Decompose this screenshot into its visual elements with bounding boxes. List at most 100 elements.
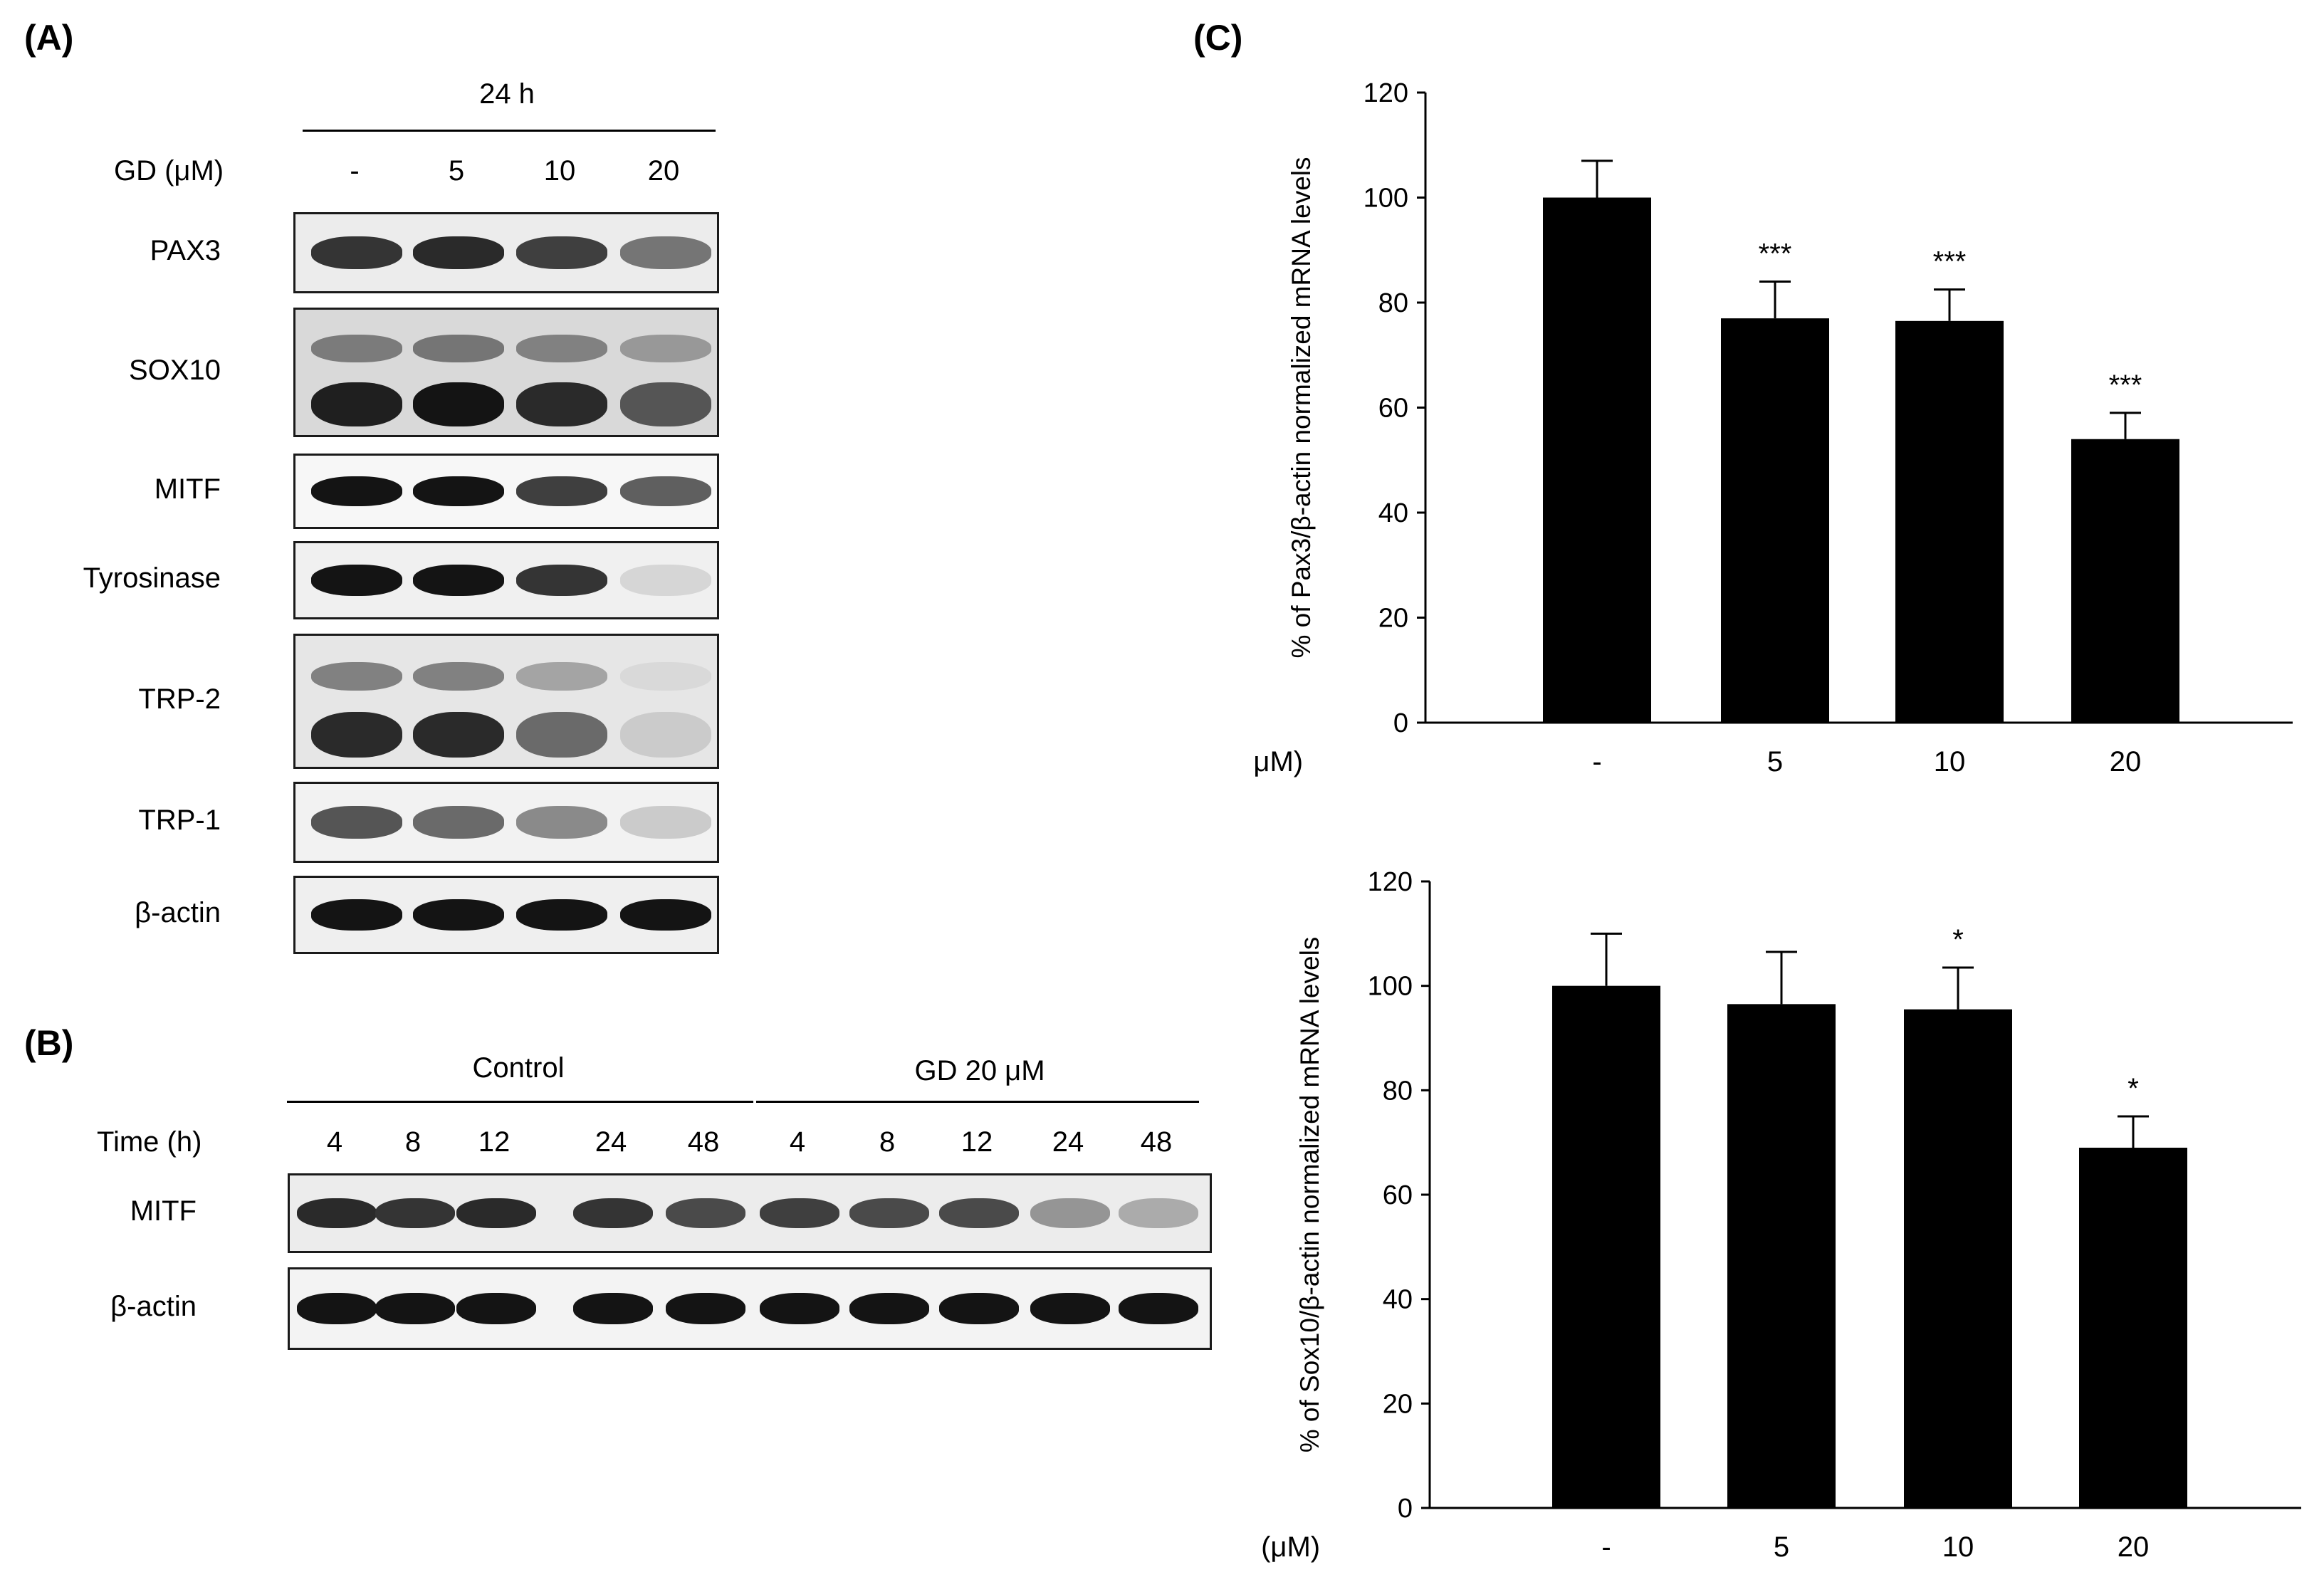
sox10-bar-chart: 0 20 40 60 80 100 120 % of Sox10/β-actin normal… — [1253, 867, 2301, 1563]
y-tick-label: 40 — [1383, 1285, 1413, 1315]
blot-band — [413, 899, 504, 931]
blot-band — [311, 899, 402, 931]
blot-image — [293, 634, 719, 769]
blot-band — [666, 1293, 745, 1324]
blot-image — [293, 876, 719, 954]
bar — [1552, 985, 1660, 1508]
x-axis-label: GD (μM) — [1253, 1531, 1320, 1563]
blot-band — [939, 1198, 1019, 1229]
blot-band — [413, 335, 504, 362]
y-tick-label: 60 — [1378, 394, 1408, 424]
bar — [1904, 1009, 2012, 1508]
blot-band — [516, 899, 607, 931]
blot-label: TRP-2 — [138, 683, 221, 715]
bar — [1895, 320, 2004, 723]
blot-band — [375, 1293, 455, 1324]
bar — [2071, 439, 2179, 723]
blot-band — [516, 476, 607, 506]
panel-b-letter: (B) — [24, 1023, 74, 1063]
blot-band — [1030, 1198, 1110, 1229]
y-tick-label: 20 — [1383, 1389, 1413, 1419]
blot-band — [516, 382, 607, 426]
blot-band — [516, 236, 607, 269]
y-tick-label: 80 — [1383, 1076, 1413, 1106]
panel-a-time-header: 24 h — [479, 78, 535, 110]
blot-band — [311, 335, 402, 362]
blot-label: β-actin — [110, 1291, 197, 1322]
significance-marker: * — [2127, 1073, 2139, 1104]
y-tick-label: 120 — [1363, 78, 1408, 108]
blot-label: MITF — [130, 1195, 197, 1227]
panel-b-time-label: 4 — [326, 1126, 343, 1158]
blot-image — [288, 1267, 1212, 1350]
blot-band — [297, 1198, 377, 1229]
panel-a-lane-label: 20 — [647, 155, 680, 187]
blot-band — [620, 661, 711, 691]
blot-image — [293, 212, 719, 293]
blot-label: MITF — [154, 473, 221, 505]
blot-band — [620, 335, 711, 362]
blot-label: SOX10 — [129, 355, 221, 386]
panel-b-time-label: 48 — [1140, 1126, 1173, 1158]
x-tick-label: - — [1592, 746, 1601, 777]
blot-band — [1030, 1293, 1110, 1324]
panel-b-time-label: Time (h) — [97, 1126, 202, 1158]
blot-band — [297, 1293, 377, 1324]
panel-b-time-label: 48 — [687, 1126, 720, 1158]
y-tick-label: 80 — [1378, 288, 1408, 318]
blot-band — [620, 565, 711, 596]
significance-marker: *** — [2109, 370, 2142, 401]
panel-a-lane-label: 10 — [543, 155, 576, 187]
blot-band — [311, 476, 402, 506]
blot-band — [311, 711, 402, 758]
blot-band — [375, 1198, 455, 1229]
x-tick-label: 10 — [1942, 1531, 1974, 1563]
x-tick-label: 5 — [1774, 1531, 1789, 1563]
blot-band — [620, 806, 711, 839]
blot-band — [760, 1293, 839, 1324]
panel-b-time-label: 24 — [595, 1126, 627, 1158]
pax3-bar-chart: 0 20 40 60 80 100 120 % of Pax3/β-actin normali… — [1253, 78, 2293, 777]
blot-band — [620, 711, 711, 758]
x-tick-label: 5 — [1767, 746, 1783, 777]
y-tick-label: 100 — [1363, 184, 1408, 214]
panel-b-time-label: 12 — [961, 1126, 993, 1158]
blot-band — [620, 899, 711, 931]
blot-band — [456, 1293, 536, 1324]
x-tick-label: - — [1601, 1531, 1611, 1563]
blot-band — [1119, 1293, 1198, 1324]
blot-band — [456, 1198, 536, 1229]
blot-band — [413, 476, 504, 506]
y-tick-label: 0 — [1393, 708, 1408, 738]
blot-image — [293, 308, 719, 437]
panel-b-control-label: Control — [472, 1052, 565, 1084]
y-axis-label: % of Pax3/β-actin normalized mRNA levels — [1287, 157, 1316, 659]
y-tick-label: 120 — [1368, 867, 1413, 897]
significance-marker: *** — [1933, 246, 1967, 278]
panel-c-letter: (C) — [1193, 18, 1243, 58]
blot-image — [293, 782, 719, 863]
blot-band — [311, 806, 402, 839]
blot-band — [516, 335, 607, 362]
blot-band — [311, 565, 402, 596]
panel-b-control-line — [287, 1101, 753, 1103]
panel-b-gd-line — [756, 1101, 1199, 1103]
panel-b-time-label: 8 — [404, 1126, 422, 1158]
blot-band — [516, 806, 607, 839]
panel-a-letter: (A) — [24, 18, 74, 58]
blot-band — [1119, 1198, 1198, 1229]
y-axis-label: % of Sox10/β-actin normalized mRNA level… — [1295, 937, 1324, 1453]
blot-band — [620, 382, 711, 426]
blot-band — [311, 236, 402, 269]
x-tick-label: 20 — [2110, 746, 2142, 777]
blot-label: TRP-1 — [138, 805, 221, 836]
significance-marker: * — [1952, 924, 1964, 955]
panel-a-header-line — [303, 130, 716, 132]
panel-a-gd-label: GD (μM) — [114, 155, 224, 187]
blot-label: PAX3 — [150, 235, 221, 266]
y-tick-label: 40 — [1378, 498, 1408, 528]
blot-band — [311, 382, 402, 426]
blot-band — [413, 661, 504, 691]
blot-band — [573, 1198, 653, 1229]
blot-label: β-actin — [135, 897, 221, 928]
